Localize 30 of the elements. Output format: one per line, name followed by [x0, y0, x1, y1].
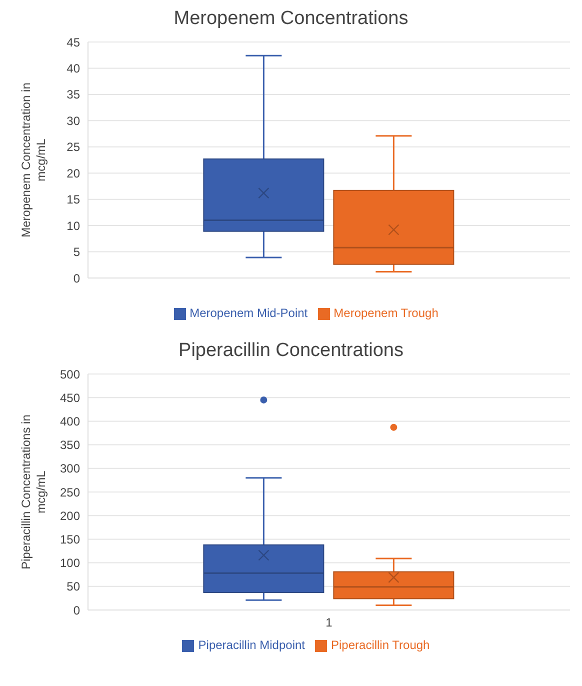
- y-tick-label: 250: [60, 485, 80, 500]
- y-tick-label: 300: [60, 462, 80, 476]
- y-tick-label: 0: [73, 271, 80, 286]
- y-tick-label: 400: [60, 414, 80, 428]
- x-tick-label: 1: [326, 616, 333, 630]
- y-axis-title: Piperacillin Concentrations in mcg/mL: [19, 414, 48, 570]
- y-tick-label: 150: [60, 532, 80, 546]
- y-tick-label: 450: [60, 390, 80, 405]
- y-tick-label: 5: [73, 245, 80, 260]
- y-axis-title: Meropenem Concentration in mcg/mL: [19, 82, 48, 238]
- y-tick-label: 500: [60, 367, 80, 382]
- legend-label: Meropenem Mid-Point: [190, 306, 308, 320]
- y-tick-label: 35: [66, 88, 80, 102]
- y-tick-label: 20: [66, 166, 80, 180]
- y-tick-label: 200: [60, 508, 80, 523]
- y-tick-label: 45: [66, 35, 80, 50]
- legend-label: Meropenem Trough: [334, 306, 438, 320]
- y-tick-label: 100: [60, 556, 80, 570]
- y-tick-label: 50: [66, 580, 80, 594]
- y-tick-label: 30: [66, 114, 80, 128]
- chart-title: Piperacillin Concentrations: [178, 340, 404, 362]
- y-tick-label: 350: [60, 438, 80, 452]
- chart-title: Meropenem Concentrations: [172, 8, 410, 30]
- legend-label: Piperacillin Trough: [331, 638, 430, 652]
- y-tick-label: 15: [66, 192, 80, 207]
- y-tick-label: 40: [66, 61, 80, 76]
- y-tick-label: 0: [73, 603, 80, 618]
- legend-label: Piperacillin Midpoint: [198, 638, 305, 652]
- y-tick-label: 25: [66, 140, 80, 154]
- y-tick-label: 10: [66, 218, 80, 233]
